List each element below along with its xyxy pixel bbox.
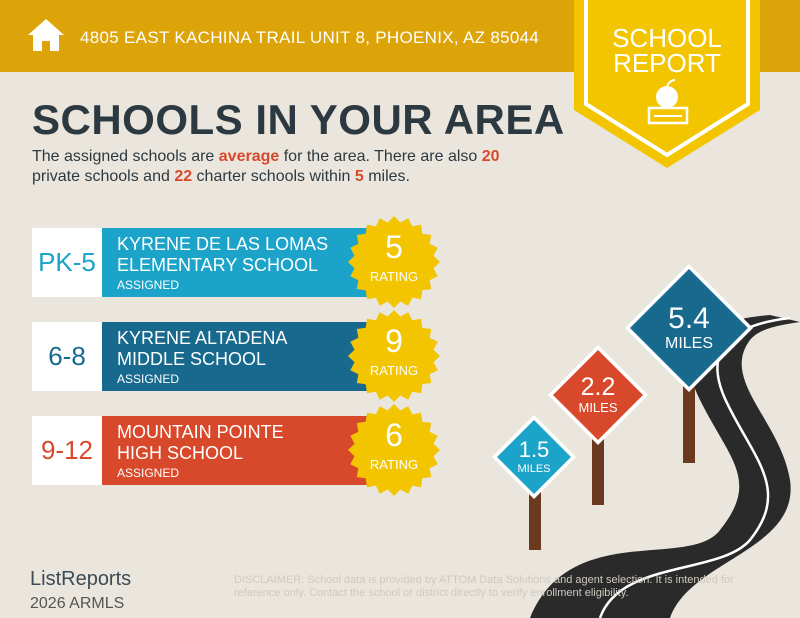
school-row[interactable]: 6-8 KYRENE ALTADENA MIDDLE SCHOOL ASSIGNE…: [32, 310, 442, 402]
rating-starburst-icon: [348, 310, 440, 402]
school-name: KYRENE ALTADENA MIDDLE SCHOOL: [117, 328, 288, 369]
distance-sign: 2.2 MILES: [548, 345, 648, 445]
road: [530, 315, 800, 618]
disclaimer: DISCLAIMER: School data is provided by A…: [234, 574, 734, 599]
home-icon: [28, 19, 64, 51]
sign-post: [529, 490, 541, 550]
school-row[interactable]: PK-5 KYRENE DE LAS LOMAS ELEMENTARY SCHOO…: [32, 216, 442, 308]
sign-post: [683, 385, 695, 463]
grade-range: 6-8: [32, 322, 102, 391]
copyright: 2026 ARMLS: [30, 595, 125, 612]
rating-label: RATING: [369, 363, 419, 378]
school-info: KYRENE DE LAS LOMAS ELEMENTARY SCHOOL ASS…: [102, 228, 372, 297]
sign-post: [592, 435, 604, 505]
school-info: MOUNTAIN POINTE HIGH SCHOOL ASSIGNED: [102, 416, 372, 485]
school-name: MOUNTAIN POINTE HIGH SCHOOL: [117, 422, 284, 463]
grade-range: PK-5: [32, 228, 102, 297]
grade-range: 9-12: [32, 416, 102, 485]
property-address: 4805 EAST KACHINA TRAIL UNIT 8, PHOENIX,…: [80, 28, 540, 47]
distance-sign: 1.5 MILES: [492, 415, 576, 499]
sign-distance: 2.2: [581, 373, 616, 401]
rating-value: 9: [385, 323, 403, 359]
sign-unit: MILES: [578, 400, 617, 415]
sign-distance: 5.4: [668, 302, 710, 335]
assignment-status: ASSIGNED: [117, 466, 180, 480]
apple-books-icon: [647, 79, 689, 125]
rating-label: RATING: [369, 269, 419, 284]
sign-unit: MILES: [517, 463, 550, 475]
assignment-status: ASSIGNED: [117, 372, 180, 386]
school-row[interactable]: 9-12 MOUNTAIN POINTE HIGH SCHOOL ASSIGNED…: [32, 404, 442, 496]
rating-starburst-icon: [348, 216, 440, 308]
rating-label: RATING: [369, 457, 419, 472]
sign-unit: MILES: [665, 335, 713, 352]
distance-sign: 5.4 MILES: [625, 264, 753, 392]
listreports-logo: ListReports: [30, 568, 132, 590]
rating-value: 5: [385, 229, 403, 265]
road-scene: 1.5 MILES 2.2 MILES 5.4 MILES: [492, 264, 800, 618]
intro-text: The assigned schools are average for the…: [32, 148, 500, 185]
badge-title: SCHOOL REPORT: [612, 23, 722, 78]
rating-starburst-icon: [348, 404, 440, 496]
sign-distance: 1.5: [519, 437, 550, 462]
assignment-status: ASSIGNED: [117, 278, 180, 292]
school-name: KYRENE DE LAS LOMAS ELEMENTARY SCHOOL: [117, 234, 329, 275]
school-info: KYRENE ALTADENA MIDDLE SCHOOL ASSIGNED: [102, 322, 372, 391]
school-report-badge: [574, 0, 760, 168]
page-title: SCHOOLS IN YOUR AREA: [32, 96, 565, 143]
rating-value: 6: [385, 417, 403, 453]
